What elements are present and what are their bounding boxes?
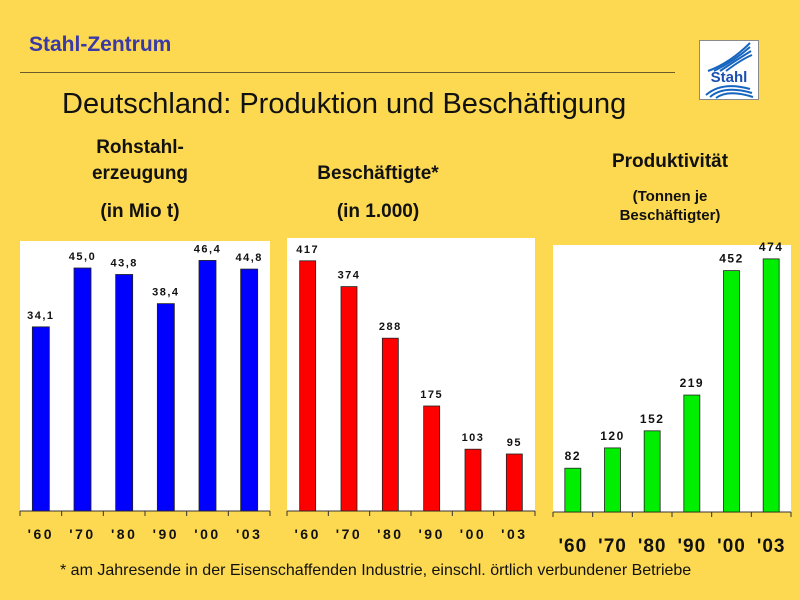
- chart-1-category-label: '00: [194, 526, 220, 542]
- chart-3-subtitle-line-2: Beschäftigter): [619, 207, 721, 224]
- chart-2-subtitle: (in 1.000): [336, 201, 420, 222]
- chart-2-bar: [340, 286, 358, 512]
- chart-3-bar: [723, 270, 740, 513]
- chart-2-category-label: '80: [377, 526, 403, 542]
- chart-2-category-label: '00: [460, 526, 486, 542]
- chart-1-subtitle: (in Mio t): [100, 201, 180, 222]
- chart-1-category-label: '90: [153, 526, 179, 542]
- chart-3-category-label: '90: [678, 536, 707, 557]
- chart-3-data-label: 452: [719, 252, 744, 266]
- chart-2-data-label: 374: [338, 270, 361, 282]
- chart-1-data-label: 45,0: [69, 251, 96, 263]
- brand-name: Stahl-Zentrum: [29, 33, 172, 56]
- chart-2-data-label: 288: [379, 321, 402, 333]
- chart-3-subtitle-line-1: (Tonnen je: [632, 188, 708, 205]
- chart-1-bar: [73, 267, 92, 512]
- chart-3-data-label: 82: [565, 449, 581, 463]
- chart-2-data-label: 175: [420, 389, 443, 401]
- chart-2-category-label: '90: [418, 526, 444, 542]
- header-divider: [20, 72, 675, 73]
- chart-3-title: Produktivität (Tonnen je Beschäftigter): [570, 149, 770, 225]
- chart-1-bar: [31, 326, 50, 512]
- chart-2-category-label: '03: [501, 526, 527, 542]
- chart-2-category-label: '70: [336, 526, 362, 542]
- chart-1-category-label: '03: [236, 526, 262, 542]
- chart-2-bar: [299, 260, 317, 512]
- stahl-logo-icon: Stahl: [705, 42, 754, 99]
- footnote: * am Jahresende in der Eisenschaffenden …: [60, 562, 692, 579]
- chart-1-title-line-1: Rohstahl-: [96, 137, 184, 158]
- chart-1-bar: [115, 274, 134, 512]
- chart-1-data-label: 44,8: [235, 252, 262, 264]
- stahl-logo: Stahl: [699, 40, 759, 100]
- chart-1-data-label: 38,4: [152, 287, 179, 299]
- chart-2-bar: [381, 337, 399, 512]
- chart-3-category-label: '03: [757, 536, 786, 557]
- chart-3-plot-area: [553, 245, 791, 512]
- chart-2-plot-area: [287, 238, 535, 511]
- chart-2-title: Beschäftigte* (in 1.000): [278, 161, 478, 225]
- chart-3-category-label: '80: [638, 536, 667, 557]
- chart-1-plot-area: [20, 241, 270, 511]
- chart-3-bar: [604, 447, 621, 513]
- chart-1-bar: [156, 303, 175, 512]
- chart-3-data-label: 120: [600, 429, 625, 443]
- chart-2-title-line-1: Beschäftigte*: [317, 163, 439, 184]
- chart-1-category-label: '60: [28, 526, 54, 542]
- chart-3-data-label: 474: [759, 240, 784, 254]
- chart-2-bar: [464, 448, 482, 512]
- chart-3-category-label: '60: [559, 536, 588, 557]
- chart-2-data-label: 95: [507, 437, 522, 449]
- chart-1-category-label: '80: [111, 526, 137, 542]
- chart-2-category-label: '60: [294, 526, 320, 542]
- chart-2-bar: [505, 453, 523, 512]
- logo-text: Stahl: [711, 69, 748, 86]
- chart-1-data-label: 46,4: [194, 243, 221, 255]
- chart-3-data-label: 219: [680, 376, 705, 390]
- chart-3-bar: [564, 467, 582, 513]
- page-title: Deutschland: Produktion und Beschäftigun…: [62, 88, 627, 120]
- chart-2-data-label: 417: [296, 244, 319, 256]
- chart-1-title-line-2: erzeugung: [91, 163, 189, 184]
- chart-1-data-label: 43,8: [110, 257, 137, 269]
- chart-3-category-label: '00: [717, 536, 746, 557]
- chart-1-bar: [198, 260, 217, 512]
- chart-3-category-label: '70: [598, 536, 627, 557]
- chart-3-title-line-1: Produktivität: [611, 151, 729, 172]
- chart-3-data-label: 152: [640, 412, 665, 426]
- chart-1-category-label: '70: [69, 526, 95, 542]
- chart-1-title: Rohstahl- erzeugung (in Mio t): [40, 135, 240, 225]
- chart-2-bar: [423, 405, 441, 512]
- chart-3-bar: [762, 258, 780, 513]
- chart-1-data-label: 34,1: [27, 310, 54, 322]
- chart-3-bar: [683, 394, 701, 513]
- chart-2-data-label: 103: [462, 432, 485, 444]
- chart-3-bar: [643, 430, 661, 513]
- chart-1-bar: [240, 268, 259, 512]
